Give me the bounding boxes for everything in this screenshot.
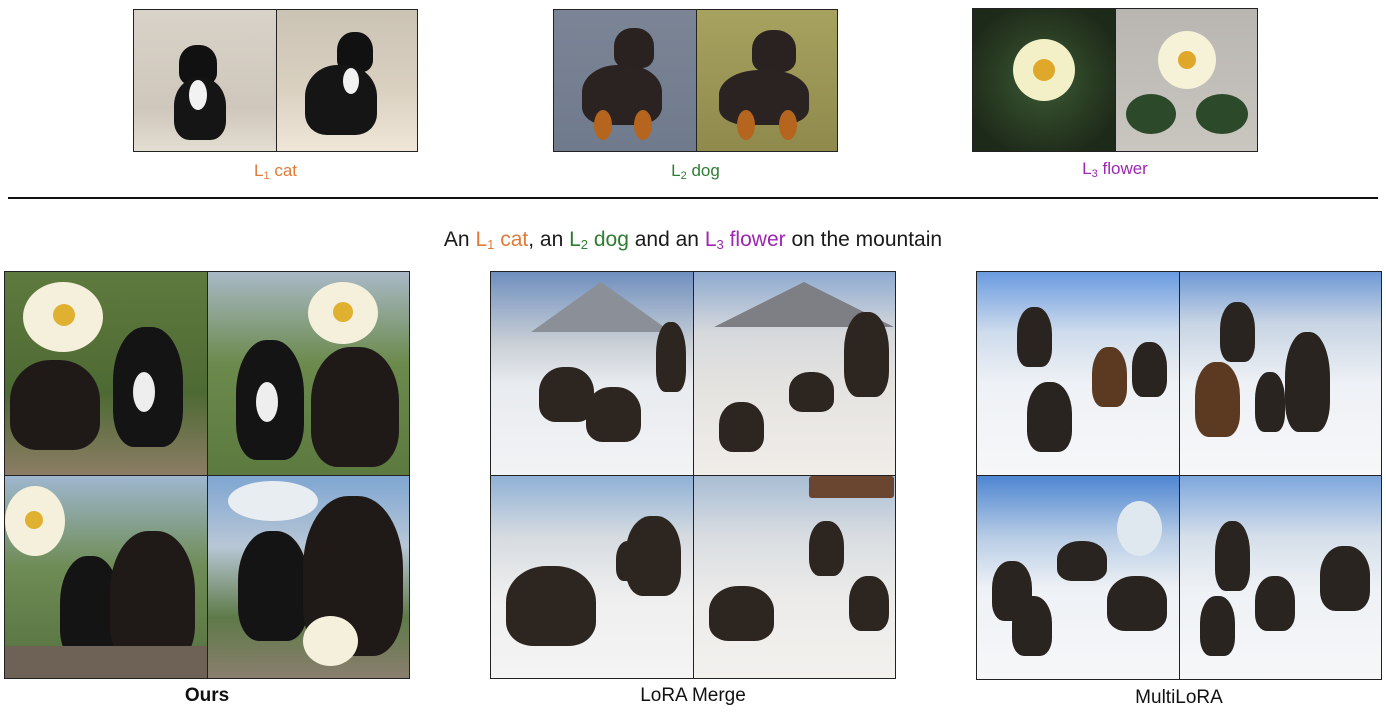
lora-merge-tile-2	[694, 272, 895, 475]
ref-dog-caption: L2 dog	[553, 161, 838, 182]
ours-tile-4	[208, 476, 409, 678]
ref-flower-letter: L	[1082, 159, 1092, 178]
prompt-dog: L2 dog	[569, 228, 629, 252]
ref-cat-caption: L1 cat	[133, 161, 418, 182]
prompt-part-3: and an	[628, 228, 705, 251]
prompt-part-4: on the mountain	[785, 228, 943, 251]
prompt-dog-word: dog	[593, 228, 629, 251]
ref-flower-subscript: 3	[1091, 168, 1098, 180]
multilora-tile-4	[1180, 476, 1381, 679]
prompt-dog-letter: L	[569, 228, 581, 251]
ref-cat-letter: L	[253, 161, 264, 180]
multilora-label: MultiLoRA	[1135, 687, 1223, 708]
ours-label: Ours	[184, 685, 230, 706]
ref-dog-subscript: 2	[680, 170, 687, 182]
prompt-cat-subscript: 1	[487, 237, 495, 252]
lora-merge-tile-4	[694, 476, 895, 678]
ref-dog-word: dog	[691, 161, 720, 180]
prompt-flower-subscript: 3	[716, 237, 724, 252]
prompt-cat: L1 cat	[475, 228, 529, 252]
lora-merge-label: LoRA Merge	[640, 685, 746, 706]
ours-tile-1	[5, 272, 207, 475]
prompt-dog-subscript: 2	[580, 237, 589, 252]
section-divider	[8, 197, 1378, 199]
ref-cat-image	[133, 9, 418, 152]
ours-tile-2	[208, 272, 409, 475]
ref-cat-subscript: 1	[263, 170, 270, 182]
ref-dog-letter: L	[671, 161, 681, 180]
ref-dog-image	[553, 9, 838, 152]
ref-flower-image	[972, 8, 1258, 152]
prompt-flower: L3 flower	[704, 228, 786, 252]
multilora-tile-2	[1180, 272, 1381, 475]
lora-merge-tile-1	[491, 272, 693, 475]
ref-flower-caption: L3 flower	[972, 159, 1258, 180]
prompt-part-2: , an	[528, 228, 570, 251]
multilora-tile-1	[977, 272, 1179, 475]
prompt-part-1: An	[443, 228, 476, 251]
lora-merge-image-grid	[490, 271, 896, 679]
prompt-flower-word: flower	[729, 228, 786, 251]
ours-image-grid	[4, 271, 410, 679]
multilora-tile-3	[977, 476, 1179, 679]
ref-cat-word: cat	[274, 161, 297, 180]
ours-tile-3	[5, 476, 207, 678]
ref-flower-word: flower	[1102, 159, 1148, 178]
prompt-text: An L1 cat, an L2 dog and an L3 flower on…	[0, 228, 1386, 252]
prompt-cat-word: cat	[500, 228, 529, 251]
multilora-image-grid	[976, 271, 1382, 680]
prompt-cat-letter: L	[475, 228, 488, 251]
prompt-flower-letter: L	[704, 228, 717, 251]
lora-merge-tile-3	[491, 476, 693, 678]
